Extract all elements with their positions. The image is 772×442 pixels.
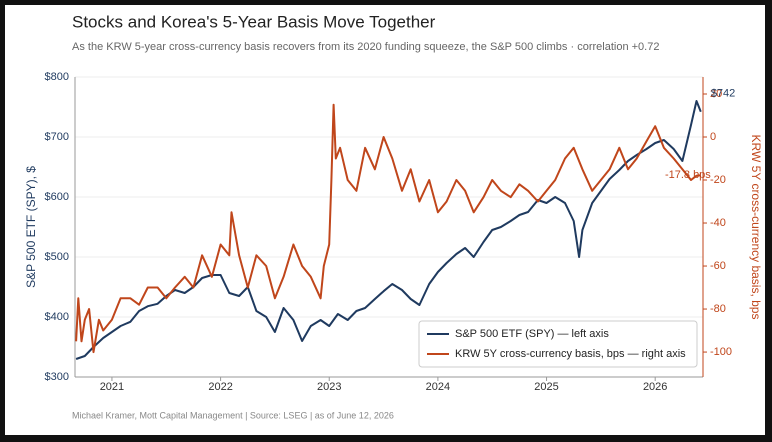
y-tick-label: $300	[45, 371, 69, 383]
x-tick-label: 2022	[208, 381, 232, 393]
chart-subtitle: As the KRW 5-year cross-currency basis r…	[72, 41, 659, 53]
chart-title: Stocks and Korea's 5-Year Basis Move Tog…	[72, 12, 436, 31]
y-tick-label: $400	[45, 311, 69, 323]
y2-tick-label: 0	[710, 131, 716, 143]
y2-tick-label: 20	[710, 88, 722, 100]
y2-tick-label: -100	[710, 346, 732, 358]
end-label: -17.8 bps	[665, 169, 711, 181]
y2-tick-label: -20	[710, 174, 726, 186]
x-tick-label: 2024	[426, 381, 450, 393]
y2-axis-label: KRW 5Y cross-currency basis, bps	[749, 135, 763, 320]
y-tick-label: $700	[45, 131, 69, 143]
panel	[5, 5, 765, 435]
y-tick-label: $600	[45, 191, 69, 203]
y2-tick-label: -40	[710, 217, 726, 229]
legend-label: KRW 5Y cross-currency basis, bps — right…	[455, 348, 686, 360]
legend-label: S&P 500 ETF (SPY) — left axis	[455, 328, 609, 340]
series-line	[75, 103, 701, 354]
x-tick-label: 2023	[317, 381, 341, 393]
y2-tick-label: -80	[710, 303, 726, 315]
legend-box	[418, 320, 698, 368]
end-label: $742	[711, 88, 735, 100]
x-tick-label: 2026	[643, 381, 667, 393]
y-axis-label: S&P 500 ETF (SPY), $	[24, 166, 38, 288]
y-tick-label: $800	[45, 71, 69, 83]
x-tick-label: 2025	[534, 381, 558, 393]
y2-tick-label: -60	[710, 260, 726, 272]
x-tick-label: 2021	[100, 381, 124, 393]
series-line	[75, 100, 702, 360]
footer: Michael Kramer, Mott Capital Management …	[72, 410, 394, 420]
y-tick-label: $500	[45, 251, 69, 263]
